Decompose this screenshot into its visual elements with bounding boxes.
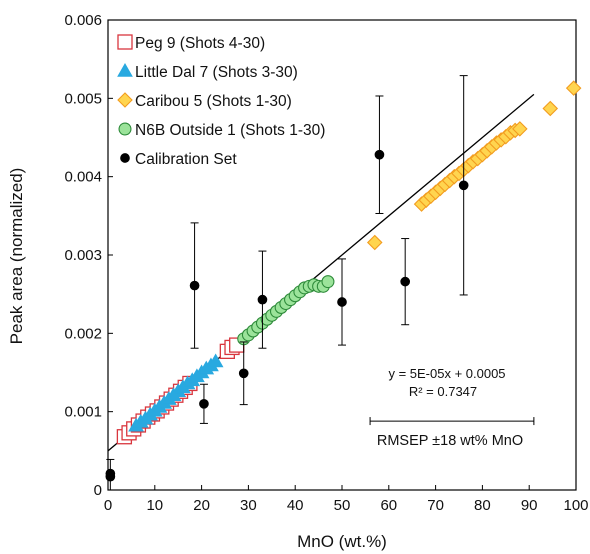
legend-label: Peg 9 (Shots 4-30) bbox=[135, 35, 265, 52]
x-tick-label: 100 bbox=[563, 497, 588, 514]
x-tick-label: 0 bbox=[104, 497, 112, 514]
y-tick-label: 0.001 bbox=[64, 404, 102, 421]
y-tick-label: 0.003 bbox=[64, 247, 102, 264]
legend-marker-triangle bbox=[117, 62, 133, 77]
data-point-dot bbox=[400, 276, 411, 287]
y-tick-label: 0.002 bbox=[64, 325, 102, 342]
legend-label: N6B Outside 1 (Shots 1-30) bbox=[135, 122, 325, 139]
y-axis-label: Peak area (normalized) bbox=[7, 168, 26, 345]
data-point-diamond bbox=[366, 234, 383, 251]
x-axis-ticks: 0 10 20 30 40 50 60 70 80 90 100 bbox=[104, 485, 589, 514]
data-point-dot bbox=[257, 294, 268, 305]
data-point-dot bbox=[458, 180, 469, 191]
y-tick-label: 0.005 bbox=[64, 90, 102, 107]
data-point-diamond bbox=[542, 100, 559, 117]
series-dot bbox=[105, 75, 469, 490]
data-point-diamond bbox=[512, 121, 528, 137]
legend-marker-circle bbox=[118, 122, 132, 136]
data-point-dot bbox=[105, 468, 116, 479]
y-axis-ticks: 0 0.001 0.002 0.003 0.004 0.005 0.006 bbox=[64, 12, 113, 499]
y-tick-label: 0 bbox=[94, 482, 102, 499]
data-points bbox=[105, 75, 582, 490]
data-point-dot bbox=[199, 398, 209, 409]
legend-marker-diamond bbox=[117, 92, 133, 108]
x-tick-label: 60 bbox=[380, 497, 397, 514]
legend-marker-square bbox=[117, 34, 133, 50]
r-squared-label: R² = 0.7347 bbox=[409, 384, 477, 399]
rmsep-label: RMSEP ±18 wt% MnO bbox=[377, 433, 523, 449]
y-tick-label: 0.004 bbox=[64, 169, 102, 186]
data-point-dot bbox=[238, 368, 249, 379]
legend-label: Little Dal 7 (Shots 3-30) bbox=[135, 64, 298, 81]
x-tick-label: 50 bbox=[334, 497, 351, 514]
legend: Peg 9 (Shots 4-30) Little Dal 7 (Shots 3-… bbox=[117, 34, 325, 168]
series-triangle bbox=[128, 353, 224, 432]
x-tick-label: 90 bbox=[521, 497, 538, 514]
legend-marker-dot bbox=[120, 153, 130, 163]
x-tick-label: 30 bbox=[240, 497, 257, 514]
series-diamond bbox=[366, 80, 582, 251]
annotations: y = 5E-05x + 0.0005 R² = 0.7347 RMSEP ±1… bbox=[369, 366, 535, 449]
series-circle bbox=[237, 275, 335, 346]
data-point-triangle bbox=[207, 353, 224, 368]
legend-label: Caribou 5 (Shots 1-30) bbox=[135, 93, 292, 110]
data-point-dot bbox=[189, 280, 200, 291]
x-tick-label: 80 bbox=[474, 497, 491, 514]
data-point-diamond bbox=[565, 80, 582, 96]
y-tick-label: 0.006 bbox=[64, 12, 102, 29]
equation-label: y = 5E-05x + 0.0005 bbox=[388, 366, 505, 381]
x-tick-label: 40 bbox=[287, 497, 304, 514]
x-axis-label: MnO (wt.%) bbox=[297, 532, 387, 551]
data-point-dot bbox=[337, 297, 347, 307]
data-point-dot bbox=[374, 149, 385, 160]
x-tick-label: 10 bbox=[146, 497, 163, 514]
x-tick-label: 20 bbox=[193, 497, 210, 514]
legend-label: Calibration Set bbox=[135, 151, 237, 168]
data-point-circle bbox=[321, 275, 335, 289]
x-tick-label: 70 bbox=[427, 497, 444, 514]
